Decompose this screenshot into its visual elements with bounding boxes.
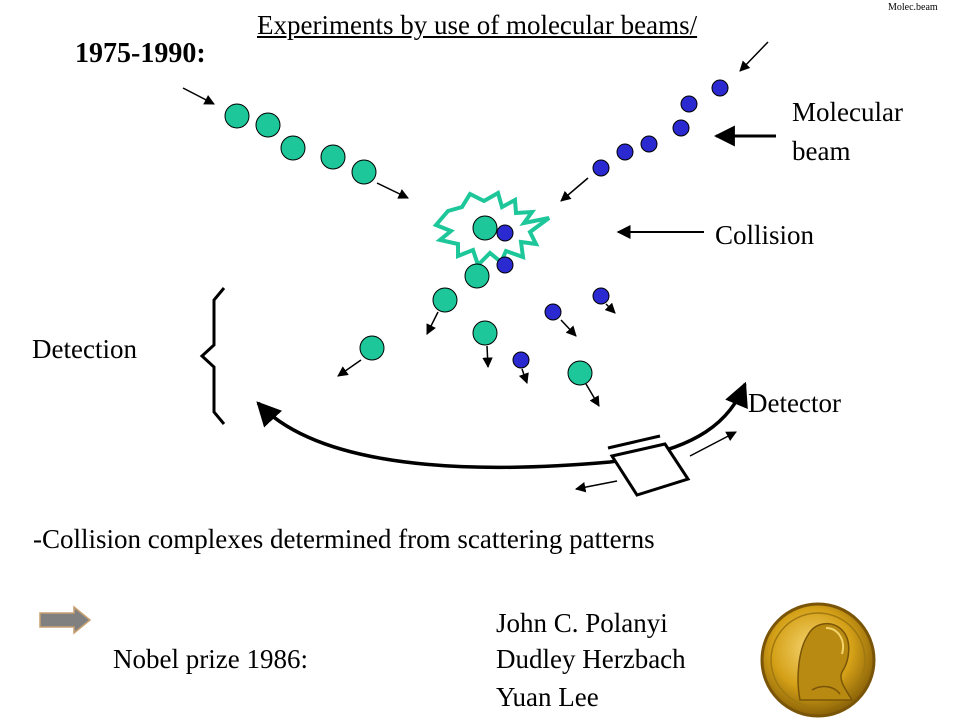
detector-rotation-arc — [256, 381, 748, 470]
collision-label: Collision — [715, 220, 815, 250]
green-beam-direction-arrow — [376, 182, 409, 199]
molecular-beam-label-line1: Molecular — [792, 97, 903, 127]
green-molecule — [359, 335, 385, 361]
incoming-blue-arrow — [739, 41, 769, 72]
blue-molecule — [680, 95, 698, 113]
green-molecule — [464, 263, 490, 289]
detector-label: Detector — [748, 388, 841, 418]
scattered-molecules — [359, 215, 610, 386]
green-molecule — [255, 112, 281, 138]
molecular-beam-label-line2: beam — [792, 136, 851, 166]
blue-molecule — [496, 224, 514, 242]
green-molecule-beam — [224, 103, 377, 185]
blue-molecule — [672, 119, 690, 137]
green-molecule — [432, 287, 458, 313]
green-molecule — [320, 144, 346, 170]
green-molecule — [351, 159, 377, 185]
detection-brace — [199, 287, 226, 425]
green-molecule — [280, 135, 306, 161]
incoming-green-arrow — [182, 87, 215, 105]
detector-icon — [607, 434, 691, 497]
detector-move-arrow-left — [574, 480, 618, 493]
blue-molecule — [512, 351, 530, 369]
laureate-herzbach: Dudley Herzbach — [496, 644, 686, 674]
nobel-medal-icon — [760, 602, 876, 718]
page-title: Experiments by use of molecular beams/ — [257, 10, 698, 40]
blue-beam-direction-arrow — [560, 177, 589, 202]
blue-molecule — [711, 79, 729, 97]
detector-move-arrow-right — [689, 431, 737, 457]
green-molecule — [224, 103, 250, 129]
corner-label: Molec.beam — [888, 2, 938, 13]
blue-molecule — [640, 135, 658, 153]
blue-molecule — [592, 159, 610, 177]
laureate-lee: Yuan Lee — [496, 682, 599, 712]
green-molecule — [472, 215, 498, 241]
laureate-polanyi: John C. Polanyi — [496, 608, 668, 638]
nobel-label: Nobel prize 1986: — [113, 644, 308, 674]
blue-molecule — [544, 303, 562, 321]
blue-molecule-beam — [592, 79, 729, 177]
green-molecule — [472, 320, 498, 346]
blue-molecule — [616, 143, 634, 161]
blue-molecule — [496, 256, 514, 274]
detection-label: Detection — [32, 334, 137, 364]
right-arrow-icon — [39, 605, 92, 635]
blue-molecule — [592, 287, 610, 305]
conclusion-text: -Collision complexes determined from sca… — [33, 524, 655, 554]
period-label: 1975-1990: — [75, 38, 206, 69]
green-molecule — [567, 360, 593, 386]
